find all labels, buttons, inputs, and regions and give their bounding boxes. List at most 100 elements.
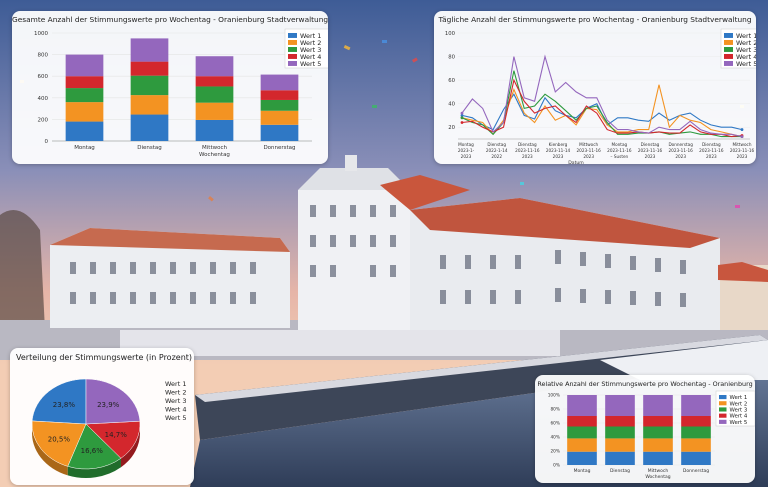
legend-label: Wert 3 <box>165 397 186 405</box>
series-point <box>460 111 464 115</box>
x-tick-label: Mittwoch <box>202 145 227 151</box>
pie-slice-side <box>32 420 68 476</box>
legend-swatch <box>719 419 727 424</box>
bar-segment <box>130 75 169 96</box>
bar-segment <box>643 438 673 452</box>
pie-slice <box>85 378 141 425</box>
legend-label: Wert 1 <box>165 380 186 388</box>
stacked-bar-chart: 0 200 400 600 800 1000 Montag Dienstag Mittwoch D… <box>34 28 328 158</box>
x-tick-label: 2023-11-16 <box>699 148 724 153</box>
legend-label: Wert 4 <box>736 53 756 61</box>
series-point <box>740 128 744 131</box>
pie-slice <box>67 423 122 470</box>
bar-segment <box>643 426 673 439</box>
bar-segment <box>681 451 711 465</box>
x-tick-label: Montag <box>611 142 627 147</box>
series-line <box>461 70 742 138</box>
x-tick-label: 2023 <box>645 154 656 159</box>
x-tick-label: 2023-11-16 <box>638 148 663 153</box>
legend-swatch <box>724 33 733 38</box>
x-tick-label: Mittwoch <box>732 142 751 147</box>
bar-segment <box>681 416 711 427</box>
x-tick-label: 2023-11-16 <box>607 148 632 153</box>
series-point <box>740 135 744 139</box>
x-tick-label: Dienstag <box>137 145 162 151</box>
legend-label: Wert 4 <box>165 406 186 414</box>
series-point <box>460 114 464 117</box>
legend-swatch <box>288 54 297 59</box>
legend-label: Wert 2 <box>736 39 756 47</box>
legend-label: Wert 2 <box>730 401 748 407</box>
y-tick-label: 0 <box>45 139 49 145</box>
bar-segment <box>65 54 104 77</box>
x-tick-label: Montag <box>574 468 591 474</box>
bar-segment <box>605 426 635 439</box>
bar-segment <box>195 102 234 120</box>
series-point <box>460 121 464 124</box>
x-axis-label: Wochentag <box>199 152 230 158</box>
legend-label: Wert 5 <box>300 60 321 68</box>
legend-swatch <box>724 54 733 59</box>
pie-slice-side <box>120 421 141 468</box>
bar-segment <box>605 438 635 452</box>
y-tick-label: 0% <box>553 463 560 469</box>
x-axis-label: Wochentag <box>645 474 670 480</box>
legend-swatch <box>724 61 733 66</box>
legend-swatch <box>288 40 297 45</box>
y-tick-label: 80% <box>550 407 560 413</box>
y-tick-label: 600 <box>38 74 49 80</box>
legend-label: Wert 5 <box>165 414 186 422</box>
bar-segment <box>260 124 299 141</box>
x-tick-label: 2022 <box>491 154 502 159</box>
x-tick-label: Dienstag <box>487 142 506 147</box>
x-tick-label: 2023-11-16 <box>576 148 601 153</box>
bar-segment <box>130 95 169 115</box>
legend-swatch <box>719 395 727 400</box>
bar-segment <box>567 451 597 465</box>
pie-value-label: 16,6% <box>81 447 104 455</box>
x-axis-label: Datum <box>568 160 584 164</box>
legend-label: Wert 4 <box>300 53 321 61</box>
bar-segment <box>567 395 597 416</box>
legend-swatch <box>724 40 733 45</box>
y-tick-label: 100 <box>445 31 456 37</box>
bar-segment <box>605 451 635 465</box>
bar-segment <box>195 76 234 87</box>
legend-label: Wert 3 <box>736 46 756 54</box>
legend-label: Wert 2 <box>165 389 186 397</box>
line-chart: 20406080100Montag2023-1-2023Dienstag2022… <box>445 28 756 164</box>
legend-label: Wert 1 <box>736 32 756 40</box>
bar-segment <box>260 99 299 111</box>
chart-title: Verteilung der Stimmungswerte (in Prozen… <box>16 353 193 362</box>
x-tick-label: Dienstag <box>641 142 660 147</box>
x-tick-label: 2023-1- <box>458 148 475 153</box>
legend-label: Wert 3 <box>300 46 321 54</box>
x-tick-label: Montag <box>74 145 95 151</box>
pie-slice-side <box>67 458 121 478</box>
legend-label: Wert 5 <box>736 60 756 68</box>
bar-segment <box>681 438 711 452</box>
bar-segment <box>605 395 635 416</box>
bar-segment <box>65 102 104 122</box>
bar-segment <box>130 114 169 141</box>
y-tick-label: 40% <box>550 435 560 441</box>
x-tick-label: Donnerstag <box>683 468 709 474</box>
bar-segment <box>567 426 597 439</box>
legend-swatch <box>724 47 733 52</box>
legend-swatch <box>288 61 297 66</box>
bar-segment <box>130 61 169 76</box>
bar-segment <box>260 90 299 100</box>
y-tick-label: 800 <box>38 53 49 59</box>
x-tick-label: Montag <box>458 142 474 147</box>
chart-title: Gesamte Anzahl der Stimmungswerte pro Wo… <box>12 15 328 24</box>
y-tick-label: 40 <box>448 102 455 108</box>
bar-segment <box>195 119 234 141</box>
bar-segment <box>195 86 234 103</box>
legend-swatch <box>719 413 727 418</box>
x-tick-label: 2023-11-16 <box>668 148 693 153</box>
legend-swatch <box>719 401 727 406</box>
relative-stacked-bar-chart: 0% 20% 40% 60% 80% 100% Montag Dienstag Mittwoch… <box>548 390 755 480</box>
bar-segment <box>195 56 234 77</box>
y-tick-label: 80 <box>448 55 455 61</box>
bar-segment <box>567 438 597 452</box>
